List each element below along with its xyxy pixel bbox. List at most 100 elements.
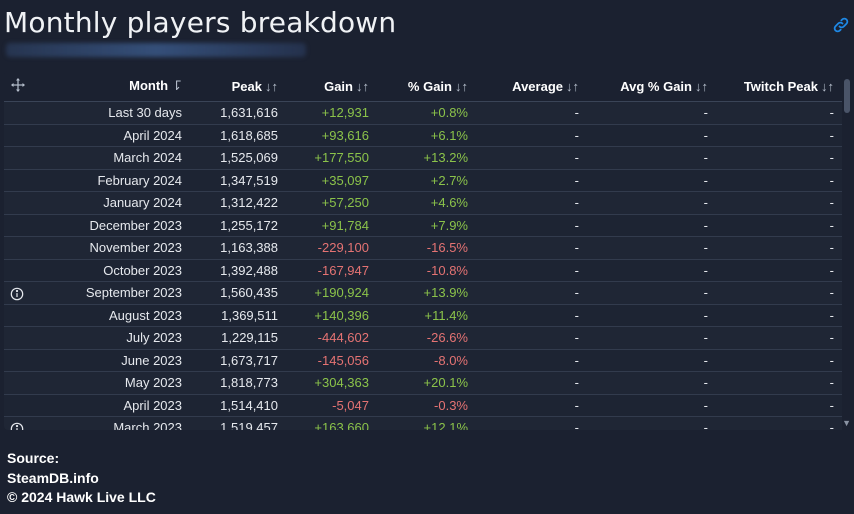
cell-peak: 1,519,457 [190,416,286,430]
column-drag-handle[interactable] [4,71,46,102]
cell-month: April 2023 [46,394,190,417]
cell-month: January 2024 [46,191,190,215]
cell-average: - [476,101,587,125]
cell-avg-pct-gain: - [587,169,716,192]
table-row: August 2023 1,369,511 +140,396 +11.4% - - - [4,304,842,327]
cell-peak: 1,631,616 [190,101,286,125]
cell-twitch-peak: - [716,281,842,305]
vertical-scrollbar[interactable]: ▼ [842,71,852,430]
cell-gain: -5,047 [286,394,377,417]
cell-twitch-peak: - [716,124,842,147]
cell-avg-pct-gain: - [587,146,716,170]
row-info-cell[interactable] [4,416,46,430]
info-icon[interactable] [10,420,24,430]
cell-month: April 2024 [46,124,190,147]
cell-twitch-peak: - [716,416,842,430]
cell-month: May 2023 [46,371,190,395]
cell-pct-gain: +2.7% [377,169,476,192]
row-info-cell [4,169,46,192]
cell-gain: +190,924 [286,281,377,305]
cell-pct-gain: +13.9% [377,281,476,305]
cell-avg-pct-gain: - [587,304,716,327]
cell-twitch-peak: - [716,394,842,417]
row-info-cell [4,349,46,372]
sort-icon: ↓↑ [821,78,834,94]
table-row: April 2024 1,618,685 +93,616 +6.1% - - - [4,124,842,147]
page-title: Monthly players breakdown [4,6,397,39]
source-name: SteamDB.info [7,469,99,486]
cell-peak: 1,514,410 [190,394,286,417]
footer-credits: Source: SteamDB.info © 2024 Hawk Live LL… [7,449,156,508]
column-header-gain[interactable]: Gain ↓↑ [286,71,377,102]
cell-twitch-peak: - [716,326,842,350]
cell-twitch-peak: - [716,101,842,125]
table-row: November 2023 1,163,388 -229,100 -16.5% - - - [4,236,842,260]
row-info-cell [4,371,46,395]
info-icon[interactable] [10,285,24,300]
players-table: Month ⇂̄ Peak ↓↑ Gain ↓↑ % Gain ↓↑ Average ↓↑… [4,71,852,430]
table-row: Last 30 days 1,631,616 +12,931 +0.8% - - - [4,101,842,125]
move-icon [11,77,25,92]
cell-avg-pct-gain: - [587,214,716,237]
cell-gain: +12,931 [286,101,377,125]
cell-avg-pct-gain: - [587,124,716,147]
scroll-thumb[interactable] [844,79,850,113]
cell-month: February 2024 [46,169,190,192]
cell-avg-pct-gain: - [587,349,716,372]
cell-gain: +93,616 [286,124,377,147]
cell-peak: 1,560,435 [190,281,286,305]
row-info-cell [4,394,46,417]
cell-twitch-peak: - [716,304,842,327]
cell-avg-pct-gain: - [587,394,716,417]
cell-twitch-peak: - [716,214,842,237]
column-header-twitch-peak[interactable]: Twitch Peak ↓↑ [716,71,842,102]
cell-twitch-peak: - [716,146,842,170]
cell-pct-gain: -10.8% [377,259,476,282]
cell-pct-gain: +12.1% [377,416,476,430]
table-row: March 2023 1,519,457 +163,660 +12.1% - - - [4,416,842,430]
cell-avg-pct-gain: - [587,326,716,350]
cell-pct-gain: -0.3% [377,394,476,417]
row-info-cell [4,146,46,170]
cell-gain: -145,056 [286,349,377,372]
row-info-cell [4,101,46,125]
cell-gain: +163,660 [286,416,377,430]
cell-twitch-peak: - [716,259,842,282]
table-row: May 2023 1,818,773 +304,363 +20.1% - - - [4,371,842,395]
cell-avg-pct-gain: - [587,259,716,282]
column-header-avg-pct-gain[interactable]: Avg % Gain ↓↑ [587,71,716,102]
table-header-row: Month ⇂̄ Peak ↓↑ Gain ↓↑ % Gain ↓↑ Average ↓↑… [4,71,842,102]
row-info-cell [4,236,46,260]
cell-average: - [476,349,587,372]
scroll-down-arrow-icon[interactable]: ▼ [842,418,851,428]
column-header-month[interactable]: Month ⇂̄ [46,71,190,102]
column-header-average[interactable]: Average ↓↑ [476,71,587,102]
cell-average: - [476,281,587,305]
cell-average: - [476,169,587,192]
link-icon[interactable] [832,16,850,34]
cell-average: - [476,191,587,215]
cell-gain: +91,784 [286,214,377,237]
cell-average: - [476,146,587,170]
row-info-cell[interactable] [4,281,46,305]
cell-month: October 2023 [46,259,190,282]
cell-pct-gain: -16.5% [377,236,476,260]
cell-average: - [476,214,587,237]
cell-pct-gain: +11.4% [377,304,476,327]
cell-average: - [476,371,587,395]
cell-peak: 1,369,511 [190,304,286,327]
cell-average: - [476,326,587,350]
cell-month: August 2023 [46,304,190,327]
column-header-peak[interactable]: Peak ↓↑ [190,71,286,102]
column-header-pct-gain[interactable]: % Gain ↓↑ [377,71,476,102]
cell-pct-gain: +6.1% [377,124,476,147]
table-row: April 2023 1,514,410 -5,047 -0.3% - - - [4,394,842,417]
sort-icon: ↓↑ [356,78,369,94]
cell-pct-gain: +13.2% [377,146,476,170]
cell-twitch-peak: - [716,371,842,395]
source-label: Source: [7,450,60,466]
row-info-cell [4,259,46,282]
sort-icon: ↓↑ [695,78,708,94]
row-info-cell [4,191,46,215]
table-row: March 2024 1,525,069 +177,550 +13.2% - - - [4,146,842,170]
